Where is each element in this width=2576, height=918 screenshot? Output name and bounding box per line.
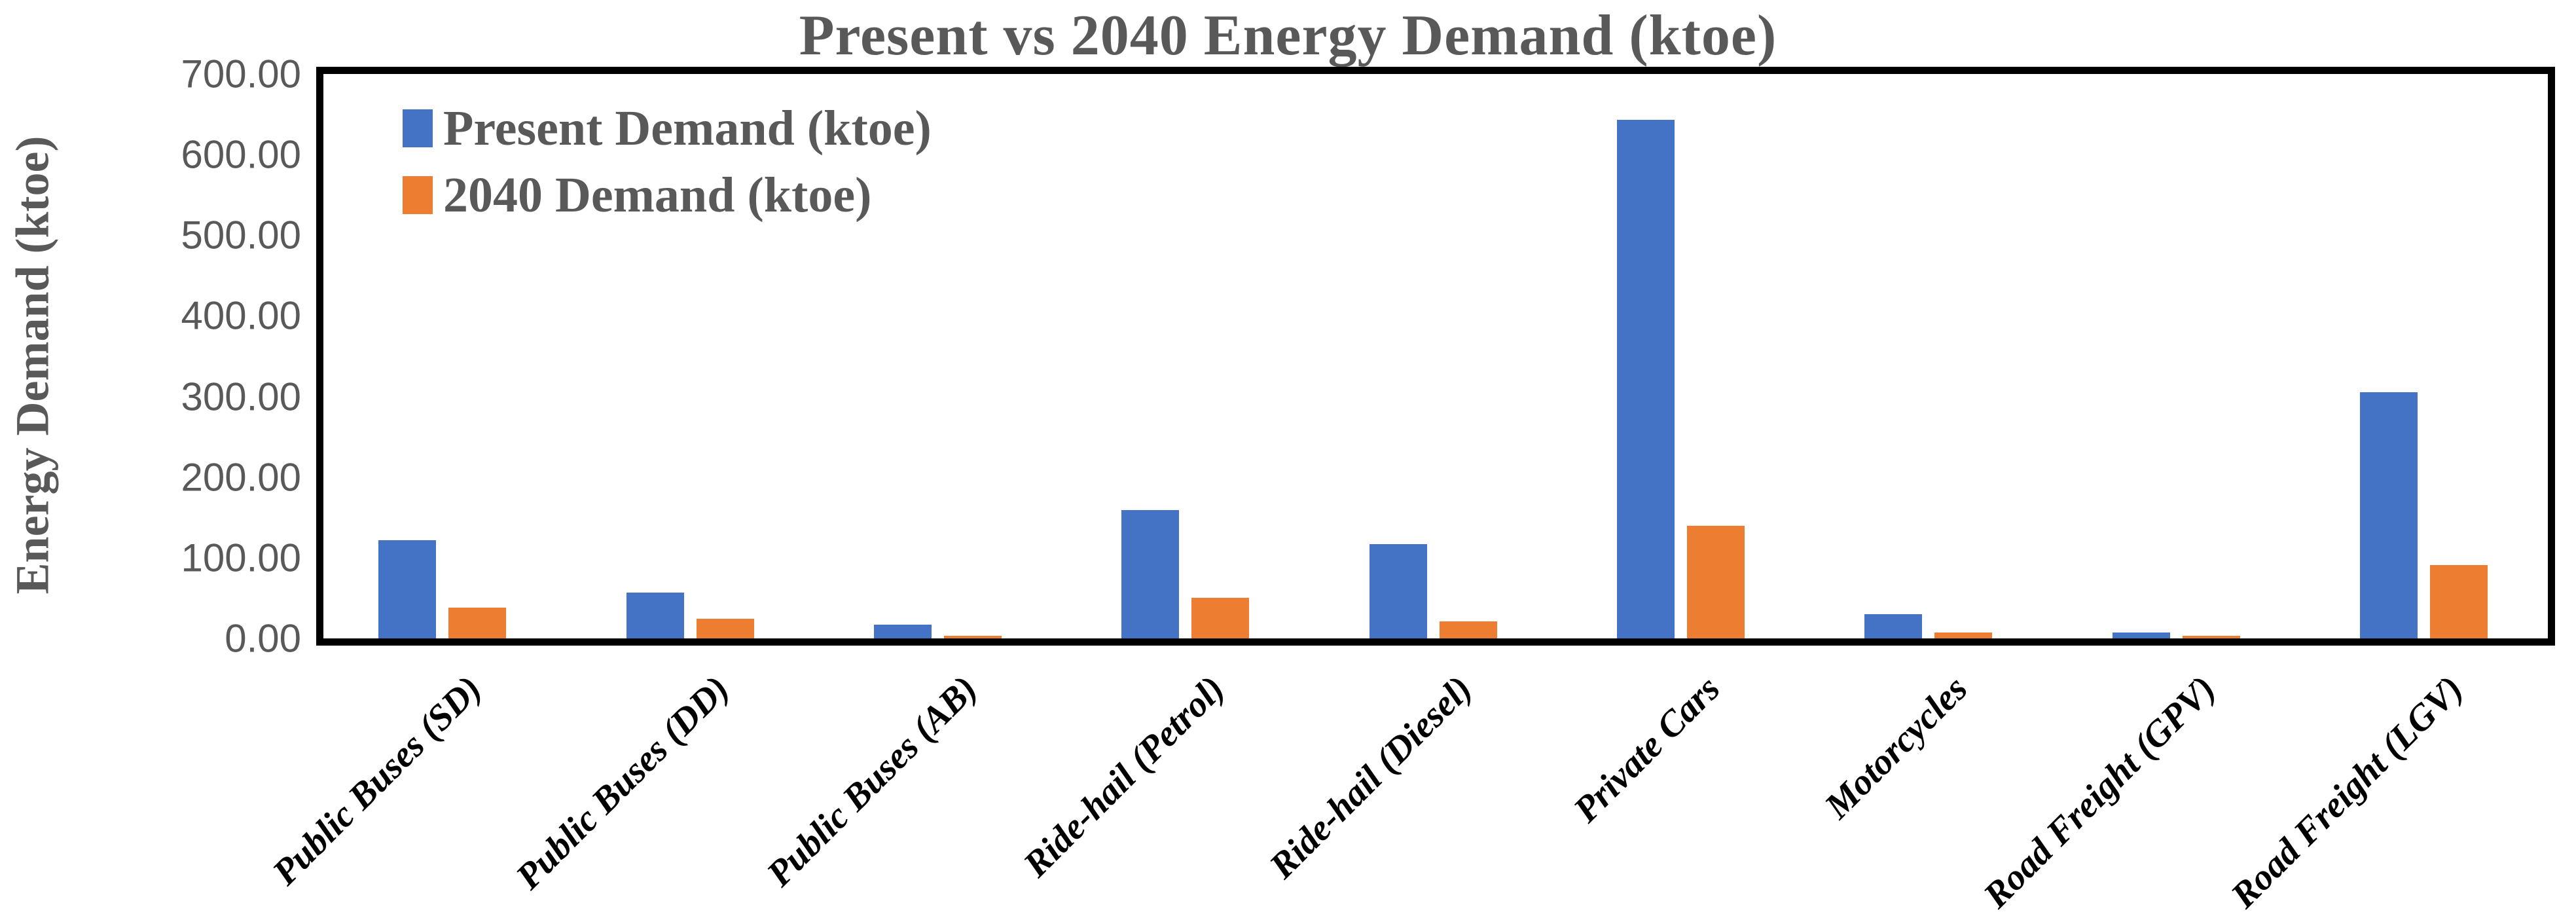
legend: Present Demand (ktoe) 2040 Demand (ktoe) xyxy=(403,103,932,237)
y-tick-500: 500.00 xyxy=(181,213,301,257)
bar-2040-1 xyxy=(696,619,754,638)
bar-present-1 xyxy=(626,592,684,638)
legend-label-2040: 2040 Demand (ktoe) xyxy=(443,168,872,223)
y-tick-0: 0.00 xyxy=(225,616,301,661)
legend-item-2040: 2040 Demand (ktoe) xyxy=(403,170,932,220)
bar-2040-6 xyxy=(1934,633,1993,638)
bar-present-8 xyxy=(2359,392,2418,638)
y-axis-title: Energy Demand (ktoe) xyxy=(6,136,59,595)
chart-title: Present vs 2040 Energy Demand (ktoe) xyxy=(799,4,1777,67)
bar-present-3 xyxy=(1121,510,1180,638)
present-series-swatch-icon xyxy=(403,109,433,147)
bar-2040-7 xyxy=(2182,636,2240,638)
legend-item-present: Present Demand (ktoe) xyxy=(403,103,932,153)
x-label-2: Public Buses (AB) xyxy=(759,668,985,894)
bar-present-2 xyxy=(873,625,932,638)
x-label-7: Road Freight (GPV) xyxy=(1975,668,2224,916)
bar-2040-4 xyxy=(1439,621,1497,638)
bar-2040-8 xyxy=(2429,564,2488,638)
bar-2040-3 xyxy=(1191,598,1250,638)
y-tick-700: 700.00 xyxy=(181,52,301,96)
x-label-5: Private Cars xyxy=(1566,668,1728,831)
x-label-4: Ride-hail (Diesel) xyxy=(1261,668,1481,887)
x-label-0: Public Buses (SD) xyxy=(264,668,490,893)
y-tick-600: 600.00 xyxy=(181,132,301,177)
plot-area xyxy=(316,67,2555,646)
y-tick-100: 100.00 xyxy=(181,536,301,580)
bar-present-5 xyxy=(1616,120,1675,638)
y-tick-400: 400.00 xyxy=(181,293,301,338)
bar-present-0 xyxy=(378,540,437,638)
bar-present-6 xyxy=(1864,614,1923,638)
x-label-6: Motorcycles xyxy=(1817,668,1976,827)
bar-present-7 xyxy=(2112,633,2170,638)
x-label-8: Road Freight (LGV) xyxy=(2223,668,2471,916)
future-series-swatch-icon xyxy=(403,176,433,214)
bar-present-4 xyxy=(1369,543,1427,638)
bar-2040-5 xyxy=(1686,525,1745,638)
y-tick-200: 200.00 xyxy=(181,455,301,500)
y-tick-300: 300.00 xyxy=(181,375,301,419)
x-label-3: Ride-hail (Petrol) xyxy=(1015,668,1233,885)
legend-label-present: Present Demand (ktoe) xyxy=(443,101,932,156)
x-label-1: Public Buses (DD) xyxy=(508,668,738,898)
bar-2040-2 xyxy=(943,636,1002,638)
bar-2040-0 xyxy=(448,608,507,638)
